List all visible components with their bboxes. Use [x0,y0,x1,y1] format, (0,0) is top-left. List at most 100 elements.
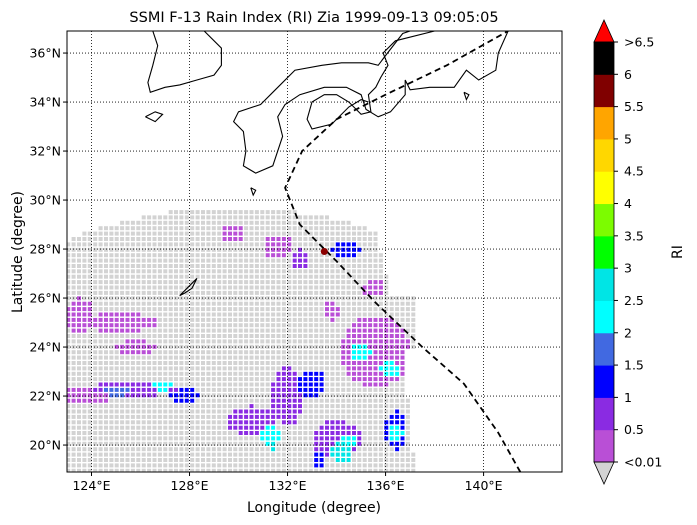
no-rain-pixel [265,307,270,312]
no-rain-pixel [201,339,205,344]
no-rain-pixel [292,296,297,301]
no-rain-pixel [174,220,178,225]
no-rain-pixel [373,231,378,236]
no-rain-pixel [400,452,405,457]
no-rain-pixel [195,323,200,328]
no-rain-pixel [298,452,302,457]
no-rain-pixel [281,431,286,435]
rain-pixel [292,404,297,409]
no-rain-pixel [238,366,243,371]
no-rain-pixel [395,393,400,398]
no-rain-pixel [130,468,135,472]
no-rain-pixel [152,441,157,446]
rain-pixel [352,431,356,435]
rain-pixel [335,436,340,441]
no-rain-pixel [217,463,222,468]
rain-pixel [184,398,189,403]
no-rain-pixel [195,361,200,365]
no-rain-pixel [319,290,324,295]
rain-pixel [125,339,130,344]
no-rain-pixel [141,274,146,279]
no-rain-pixel [157,377,162,382]
no-rain-pixel [308,425,313,430]
rain-pixel [265,409,270,414]
no-rain-pixel [87,361,92,365]
no-rain-pixel [120,237,125,241]
rain-pixel [271,409,276,414]
no-rain-pixel [254,452,259,457]
no-rain-pixel [303,237,308,241]
no-rain-pixel [217,274,222,279]
no-rain-pixel [87,253,92,258]
no-rain-pixel [157,242,162,247]
no-rain-pixel [147,242,152,247]
no-rain-pixel [77,463,81,468]
colorbar-segment [594,332,614,366]
no-rain-pixel [244,323,249,328]
no-rain-pixel [352,409,356,414]
no-rain-pixel [163,414,168,419]
rain-pixel [179,393,184,398]
no-rain-pixel [217,447,222,452]
no-rain-pixel [378,264,383,268]
no-rain-pixel [141,231,146,236]
rain-pixel [265,414,270,419]
rain-pixel [378,350,383,355]
rain-pixel [357,323,362,328]
no-rain-pixel [104,371,108,376]
no-rain-pixel [265,323,270,328]
chart-title: SSMI F-13 Rain Index (RI) Zia 1999-09-13… [129,10,498,26]
no-rain-pixel [249,220,254,225]
no-rain-pixel [67,253,71,258]
no-rain-pixel [136,290,141,295]
no-rain-pixel [211,425,216,430]
no-rain-pixel [168,274,173,279]
no-rain-pixel [341,269,346,274]
no-rain-pixel [104,420,108,425]
no-rain-pixel [303,290,308,295]
no-rain-pixel [114,436,119,441]
rain-pixel [357,377,362,382]
no-rain-pixel [378,307,383,312]
no-rain-pixel [325,226,329,231]
no-rain-pixel [163,231,168,236]
no-rain-pixel [141,431,146,435]
rain-pixel [362,350,367,355]
no-rain-pixel [130,226,135,231]
no-rain-pixel [157,215,162,220]
no-rain-pixel [93,328,98,333]
rain-pixel [298,258,302,263]
no-rain-pixel [87,237,92,241]
no-rain-pixel [373,312,378,317]
no-rain-pixel [233,242,238,247]
no-rain-pixel [228,264,232,268]
rain-pixel [67,323,71,328]
no-rain-pixel [98,468,103,472]
no-rain-pixel [190,371,195,376]
rain-pixel [308,371,313,376]
no-rain-pixel [373,436,378,441]
coastline-izu [463,91,470,102]
no-rain-pixel [217,317,222,322]
no-rain-pixel [265,264,270,268]
no-rain-pixel [244,398,249,403]
no-rain-pixel [211,334,216,338]
no-rain-pixel [233,290,238,295]
x-tick-label: 132°E [269,478,307,493]
no-rain-pixel [411,301,416,306]
no-rain-pixel [174,355,178,360]
no-rain-pixel [238,323,243,328]
no-rain-pixel [244,463,249,468]
rain-pixel [260,420,265,425]
rain-pixel [352,328,356,333]
no-rain-pixel [195,414,200,419]
no-rain-pixel [163,237,168,241]
no-rain-pixel [168,404,173,409]
no-rain-pixel [174,420,178,425]
rain-pixel [362,355,367,360]
no-rain-pixel [195,458,200,462]
no-rain-pixel [298,290,302,295]
no-rain-pixel [244,355,249,360]
no-rain-pixel [389,447,394,452]
no-rain-pixel [136,458,141,462]
